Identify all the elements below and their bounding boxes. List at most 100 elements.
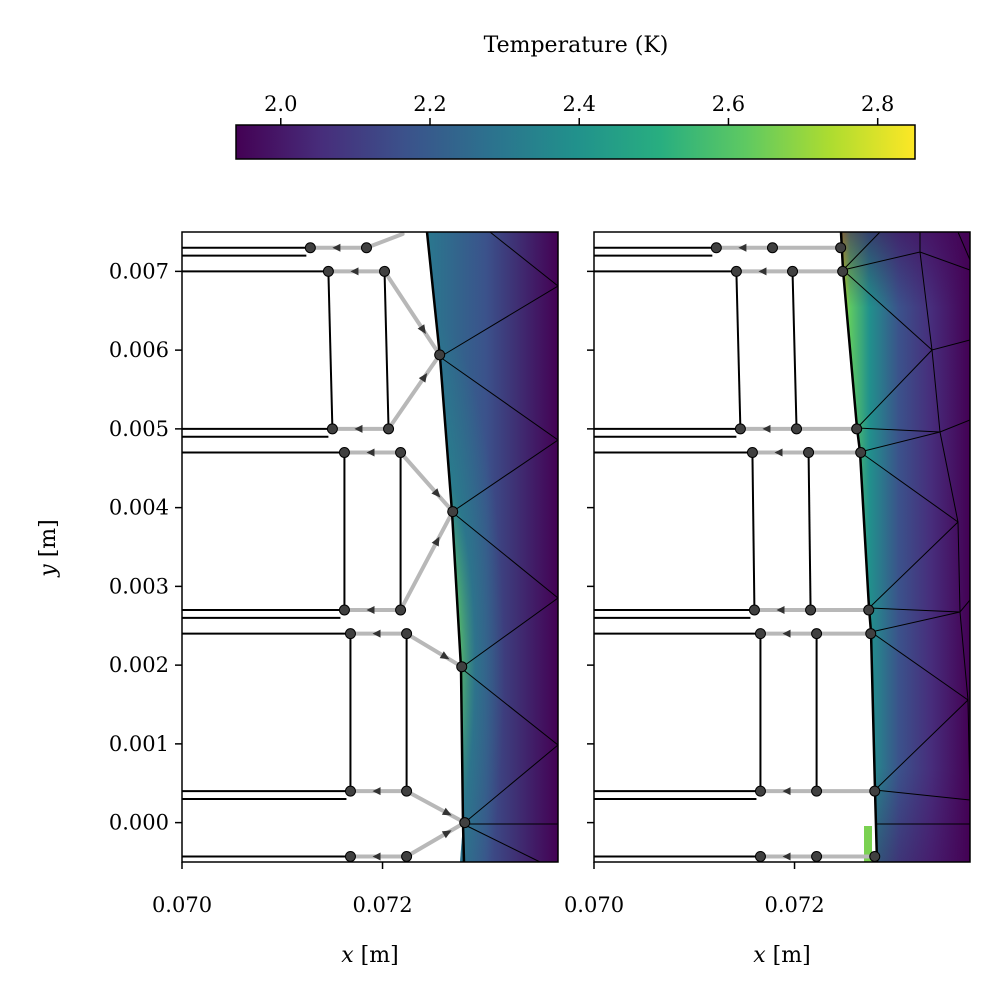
x-tick-label: 0.070 bbox=[152, 893, 212, 917]
path-arrow bbox=[782, 787, 791, 796]
particle-marker bbox=[787, 265, 799, 277]
fiber-column bbox=[383, 271, 390, 429]
interface-marker bbox=[459, 817, 471, 829]
particle-path bbox=[382, 269, 442, 357]
y-tick-label: 0.006 bbox=[109, 338, 169, 362]
interface-marker bbox=[447, 506, 459, 518]
particle-marker bbox=[326, 423, 338, 435]
right-panel: 0.070 0.072 x [m] bbox=[564, 231, 971, 968]
left-hot-region bbox=[427, 232, 558, 862]
particle-marker bbox=[395, 604, 407, 616]
colorbar-tick-label: 2.4 bbox=[563, 92, 596, 116]
left-interface bbox=[425, 232, 466, 862]
colorbar-gradient bbox=[235, 124, 916, 160]
left-x-ticks: 0.070 0.072 bbox=[152, 862, 413, 917]
particle-marker bbox=[869, 785, 881, 797]
path-arrow bbox=[774, 448, 783, 457]
particle-marker bbox=[344, 628, 356, 640]
right-interface bbox=[839, 232, 879, 862]
particle-marker bbox=[803, 447, 815, 458]
left-panel: 0.000 0.001 0.002 0.003 0.004 0.005 0.006 0.007… bbox=[36, 231, 559, 968]
particle-marker bbox=[401, 628, 413, 640]
interface-marker bbox=[456, 661, 468, 673]
interface-marker bbox=[434, 349, 446, 361]
particle-marker bbox=[811, 785, 823, 797]
particle-marker bbox=[863, 604, 875, 616]
particle-marker bbox=[746, 447, 758, 458]
fiber-column bbox=[327, 271, 334, 429]
particle-path bbox=[404, 820, 467, 859]
y-tick-label: 0.001 bbox=[109, 732, 169, 756]
right-x-axis-title: x [m] bbox=[753, 943, 810, 968]
particle-marker bbox=[304, 242, 316, 254]
particle-marker bbox=[837, 265, 849, 277]
path-arrow bbox=[762, 424, 771, 433]
particle-path bbox=[404, 789, 467, 825]
particle-marker bbox=[869, 850, 881, 862]
path-arrow bbox=[758, 267, 767, 276]
colorbar-tick-label: 2.0 bbox=[264, 92, 297, 116]
path-arrow bbox=[441, 830, 452, 839]
left-fiber-lines bbox=[182, 246, 408, 858]
particle-marker bbox=[401, 785, 413, 797]
fiber-column bbox=[751, 452, 756, 611]
y-tick-label: 0.002 bbox=[109, 653, 169, 677]
path-arrow bbox=[354, 424, 363, 433]
particle-marker bbox=[805, 604, 817, 616]
particle-marker bbox=[811, 628, 823, 640]
particle-marker bbox=[379, 265, 391, 277]
particle-marker bbox=[401, 850, 413, 862]
particle-marker bbox=[865, 628, 877, 640]
particle-marker bbox=[395, 447, 407, 458]
path-arrow bbox=[431, 536, 440, 547]
path-arrow bbox=[350, 267, 359, 276]
path-arrow bbox=[332, 243, 341, 252]
particle-marker bbox=[322, 265, 334, 277]
particle-path bbox=[398, 509, 455, 612]
particle-marker bbox=[344, 850, 356, 862]
particle-path bbox=[364, 232, 405, 250]
particle-marker bbox=[710, 242, 722, 254]
particle-marker bbox=[344, 785, 356, 797]
particle-marker bbox=[360, 242, 372, 254]
right-x-ticks: 0.070 0.072 bbox=[564, 862, 825, 917]
particle-path bbox=[386, 352, 442, 431]
particle-path bbox=[404, 631, 464, 669]
path-arrow bbox=[372, 787, 381, 796]
particle-marker bbox=[851, 423, 863, 435]
particle-marker bbox=[383, 423, 395, 435]
x-tick-label: 0.072 bbox=[352, 893, 412, 917]
right-bottom-strip bbox=[864, 826, 872, 862]
colorbar-ticks: 2.0 2.2 2.4 2.6 2.8 bbox=[264, 92, 894, 125]
particle-marker bbox=[791, 423, 803, 435]
y-tick-label: 0.004 bbox=[109, 496, 169, 520]
right-y-ticks bbox=[587, 270, 594, 824]
colorbar-label: Temperature (K) bbox=[484, 33, 669, 58]
fiber-column bbox=[735, 271, 742, 429]
y-tick-label: 0.007 bbox=[109, 259, 169, 283]
left-y-axis-title: y [m] bbox=[36, 519, 61, 577]
left-y-ticks: 0.000 0.001 0.002 0.003 0.004 0.005 0.006 0.007 bbox=[109, 259, 182, 835]
particle-marker bbox=[338, 447, 350, 458]
path-arrow bbox=[776, 606, 785, 614]
path-arrow bbox=[782, 629, 791, 638]
particle-marker bbox=[748, 604, 760, 616]
path-arrow bbox=[418, 372, 428, 383]
colorbar-tick-label: 2.2 bbox=[413, 92, 446, 116]
right-mesh bbox=[842, 232, 970, 825]
colorbar-tick-label: 2.8 bbox=[861, 92, 894, 116]
particle-marker bbox=[754, 850, 766, 862]
left-x-axis-title: x [m] bbox=[341, 943, 398, 968]
particle-marker bbox=[754, 785, 766, 797]
right-axes-frame bbox=[593, 231, 971, 863]
fiber-column bbox=[791, 271, 798, 429]
colorbar-tick-label: 2.6 bbox=[712, 92, 745, 116]
y-tick-label: 0.003 bbox=[109, 574, 169, 598]
path-arrow bbox=[372, 852, 381, 861]
particle-path bbox=[398, 450, 455, 514]
path-arrow bbox=[372, 629, 381, 638]
particle-marker bbox=[338, 604, 350, 616]
path-arrow bbox=[366, 448, 375, 457]
particle-marker bbox=[855, 447, 867, 458]
